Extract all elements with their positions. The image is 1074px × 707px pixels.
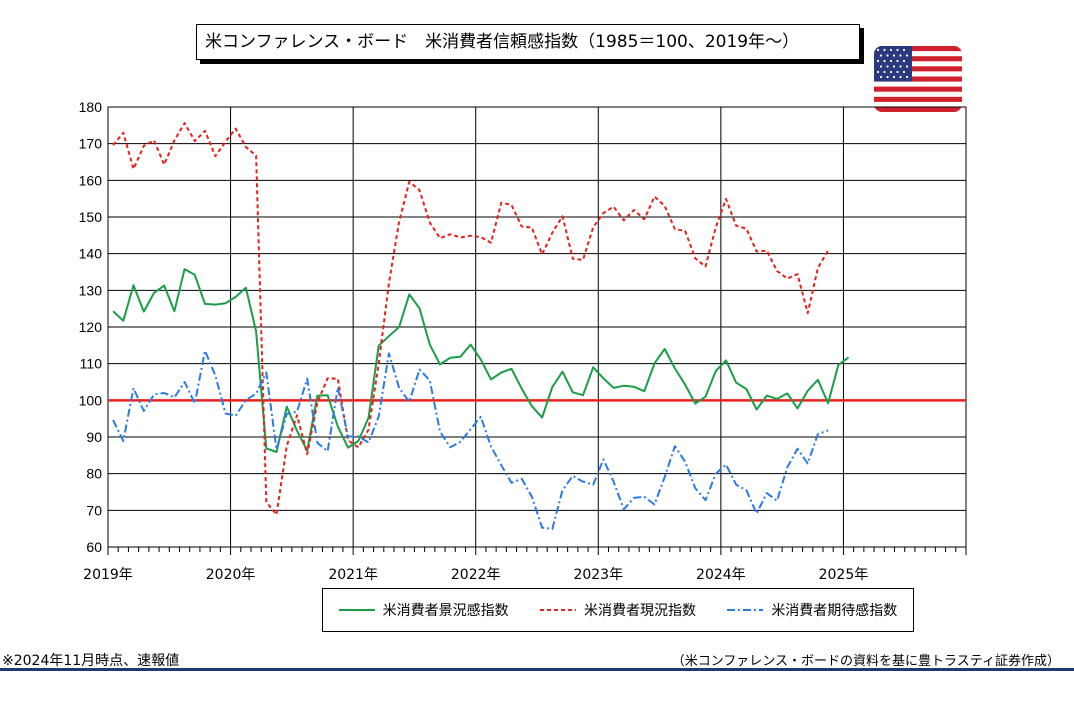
- legend-swatch-solid: [338, 609, 375, 611]
- legend-label-present: 米消費者現況指数: [583, 603, 696, 619]
- legend-item-present: 米消費者現況指数: [539, 600, 696, 620]
- y-tick-label: 170: [79, 136, 103, 152]
- y-tick-label: 100: [79, 392, 103, 408]
- us-flag-icon: [874, 46, 962, 112]
- y-tick-label: 80: [86, 466, 102, 482]
- series-lines: [108, 122, 966, 530]
- series-present-situation: [112, 122, 829, 516]
- x-tick-label: 2020年: [206, 567, 256, 583]
- y-tick-label: 110: [80, 356, 103, 372]
- gridlines: [108, 106, 966, 548]
- chart-legend: 米消費者景況感指数 米消費者現況指数 米消費者期待感指数: [322, 588, 914, 632]
- y-tick-label: 180: [79, 99, 103, 115]
- legend-label-expectations: 米消費者期待感指数: [771, 603, 898, 619]
- legend-label-confidence: 米消費者景況感指数: [382, 603, 509, 619]
- axes: [107, 106, 967, 555]
- legend-swatch-dashed: [539, 609, 576, 611]
- chart-title: 米コンファレンス・ボード 米消費者信頼感指数（1985＝100、2019年～）: [196, 24, 860, 60]
- x-tick-label: 2024年: [696, 567, 746, 583]
- series-expectations: [112, 349, 829, 530]
- x-tick-label: 2025年: [819, 567, 869, 583]
- x-tick-label: 2022年: [451, 567, 501, 583]
- y-tick-label: 90: [86, 429, 102, 445]
- y-tick-label: 160: [79, 172, 103, 188]
- series-consumer-confidence: [112, 268, 850, 453]
- y-tick-label: 150: [79, 209, 103, 225]
- footer-rule: [0, 668, 1074, 671]
- tick-labels: 60 70 80 90 100 110 120 130 140 150 160 170 180 2019年…: [79, 99, 869, 583]
- y-tick-label: 60: [86, 539, 102, 555]
- legend-swatch-dashdot: [727, 609, 764, 611]
- x-tick-label: 2023年: [573, 567, 623, 583]
- y-tick-label: 140: [79, 246, 103, 262]
- legend-item-expectations: 米消費者期待感指数: [727, 600, 897, 620]
- legend-item-confidence: 米消費者景況感指数: [338, 600, 509, 620]
- y-tick-label: 70: [86, 502, 102, 518]
- footnote-right: （米コンファレンス・ボードの資料を基に豊トラスティ証券作成）: [671, 654, 1060, 669]
- footnote-left: ※2024年11月時点、速報値: [2, 653, 180, 669]
- y-tick-label: 130: [79, 282, 103, 298]
- x-tick-label: 2021年: [328, 567, 378, 583]
- x-tick-label: 2019年: [83, 567, 133, 583]
- y-tick-label: 120: [79, 319, 103, 335]
